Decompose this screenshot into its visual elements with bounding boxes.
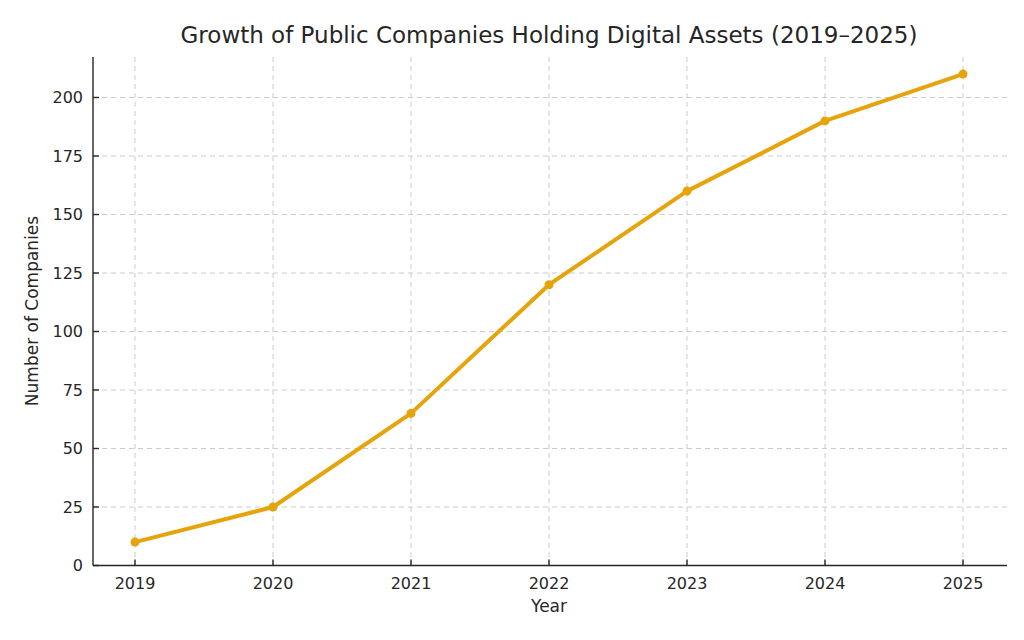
data-point-marker — [959, 70, 968, 79]
line-chart: 2019 2020 2021 2022 2023 2024 2025 0 25 50 75 100 12… — [0, 0, 1024, 640]
y-tick-label: 50 — [63, 439, 83, 458]
gridlines — [93, 57, 1007, 566]
y-tick-label: 25 — [63, 498, 83, 517]
x-tick-label: 2020 — [253, 574, 294, 593]
line-chart-figure: 2019 2020 2021 2022 2023 2024 2025 0 25 50 75 100 12… — [0, 0, 1024, 640]
y-tick-label: 100 — [52, 322, 83, 341]
x-tick-label: 2024 — [805, 574, 846, 593]
y-tick-label: 75 — [63, 381, 83, 400]
data-point-marker — [683, 187, 692, 196]
x-tick-label: 2021 — [391, 574, 432, 593]
x-axis-label: Year — [530, 596, 567, 616]
x-tick-label: 2019 — [115, 574, 156, 593]
x-tick-label: 2025 — [943, 574, 984, 593]
y-tick-label: 150 — [52, 205, 83, 224]
data-point-marker — [545, 280, 554, 289]
x-tick-label: 2023 — [667, 574, 708, 593]
y-tick-label: 0 — [73, 556, 83, 575]
chart-labels: Growth of Public Companies Holding Digit… — [22, 22, 917, 616]
data-point-marker — [269, 503, 278, 512]
axes: 2019 2020 2021 2022 2023 2024 2025 0 25 50 75 100 12… — [52, 57, 1007, 593]
y-tick-label: 200 — [52, 88, 83, 107]
data-point-marker — [407, 409, 416, 418]
y-tick-label: 125 — [52, 264, 83, 283]
x-tick-label: 2022 — [529, 574, 570, 593]
y-tick-label: 175 — [52, 147, 83, 166]
y-axis-label: Number of Companies — [22, 216, 42, 406]
chart-title: Growth of Public Companies Holding Digit… — [181, 22, 918, 48]
data-point-marker — [821, 116, 830, 125]
data-point-marker — [131, 538, 140, 547]
